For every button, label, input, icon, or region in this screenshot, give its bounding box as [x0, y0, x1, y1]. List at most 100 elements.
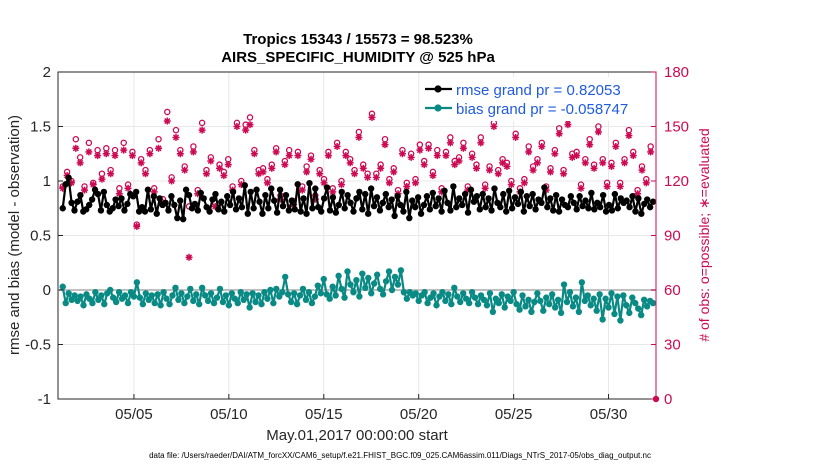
asterisk-stroke	[251, 150, 258, 157]
rmse-point	[200, 195, 207, 202]
rmse-point	[250, 205, 257, 212]
bias-point	[356, 293, 363, 300]
bias-point	[296, 292, 304, 299]
rmse-point	[588, 189, 595, 197]
bias-point	[305, 288, 313, 296]
obs-evaluated-point	[202, 170, 210, 178]
rmse-point	[485, 195, 492, 202]
rmse-point	[112, 196, 119, 203]
bias-point	[59, 283, 66, 290]
rmse-point	[476, 206, 483, 213]
asterisk-stroke	[573, 152, 580, 159]
rmse-point	[229, 188, 237, 196]
bias-point	[649, 299, 657, 307]
obs-possible-point	[111, 146, 119, 154]
rmse-point	[309, 205, 316, 212]
rmse-point	[579, 202, 586, 210]
bias-point	[537, 297, 544, 305]
legend-bias-label: bias grand pr = -0.058747	[456, 101, 628, 118]
rmse-point	[124, 200, 131, 208]
rmse-point	[508, 205, 516, 212]
asterisk-stroke	[72, 145, 79, 152]
rmse-point	[626, 203, 633, 211]
y2-tick-label: 30	[664, 337, 681, 354]
asterisk-stroke	[508, 181, 515, 188]
obs-evaluated-point	[385, 179, 393, 187]
bias-point	[267, 286, 274, 294]
obs-evaluated-point	[490, 123, 498, 130]
obs-evaluated-point	[368, 113, 376, 121]
y2-axis-label: # of obs: o=possible; ∗=evaluated	[696, 128, 712, 341]
series-layer	[59, 174, 657, 324]
bias-point	[587, 302, 594, 309]
bias-point	[240, 296, 247, 304]
bias-point	[107, 286, 114, 294]
y-tick-label: 0.5	[30, 228, 51, 245]
bias-point	[320, 275, 327, 283]
bias-point	[596, 291, 603, 298]
bias-point	[335, 272, 342, 280]
asterisk-stroke	[477, 139, 484, 146]
obs-evaluated-point	[303, 168, 311, 176]
bias-point	[284, 291, 292, 298]
bias-point	[222, 292, 230, 299]
rmse-point	[244, 210, 251, 217]
rmse-point	[335, 201, 343, 209]
obs-evaluated-point	[446, 139, 454, 147]
bias-point	[282, 273, 289, 281]
obs-evaluated-point	[137, 159, 145, 167]
obs-evaluated-point	[472, 164, 480, 172]
obs-evaluated-point	[494, 170, 502, 178]
asterisk-stroke	[98, 176, 105, 183]
rmse-point	[435, 195, 442, 202]
rmse-point	[306, 179, 313, 187]
rmse-point	[464, 209, 472, 216]
bias-point	[569, 303, 577, 310]
bias-point	[424, 299, 431, 307]
legend: rmse grand pr = 0.82053 bias grand pr = …	[421, 77, 653, 121]
rmse-point	[103, 201, 110, 209]
rmse-point	[362, 190, 369, 198]
rmse-point	[623, 197, 630, 204]
obs-possible-point	[98, 170, 106, 177]
obs-possible-point	[172, 126, 180, 134]
rmse-point	[232, 206, 240, 213]
bias-point	[187, 285, 194, 293]
rmse-point	[121, 207, 128, 214]
bias-point	[62, 299, 69, 307]
asterisk-stroke	[564, 121, 571, 128]
rmse-point	[520, 208, 528, 215]
rmse-point	[591, 206, 598, 213]
rmse-point	[517, 188, 525, 196]
bias-point	[65, 290, 72, 297]
rmse-point	[397, 201, 404, 209]
rmse-point	[388, 196, 395, 203]
bias-point	[347, 281, 354, 288]
rmse-point	[596, 203, 604, 211]
bias-point	[71, 292, 78, 299]
bias-point	[219, 298, 227, 306]
chart-title: Tropics 15343 / 15573 = 98.523%	[243, 31, 473, 48]
asterisk-stroke	[373, 174, 380, 181]
obs-evaluated-point	[372, 173, 380, 181]
rmse-point	[567, 193, 575, 200]
asterisk-stroke	[530, 167, 537, 174]
obs-evaluated-point	[603, 182, 611, 190]
obs-evaluated-point	[298, 186, 306, 194]
bias-point	[546, 300, 553, 308]
asterisk-stroke	[338, 181, 345, 188]
bias-point	[468, 288, 476, 296]
obs-evaluated-point	[141, 170, 149, 178]
obs-evaluated-point	[128, 152, 136, 160]
bias-point	[98, 292, 105, 299]
bias-point	[329, 283, 336, 290]
asterisk-stroke	[586, 141, 593, 148]
asterisk-stroke	[547, 168, 554, 175]
asterisk-stroke	[146, 150, 153, 157]
bias-point	[584, 292, 591, 299]
obs-evaluated-point	[429, 172, 437, 180]
asterisk-stroke	[207, 157, 214, 165]
chart-subtitle: AIRS_SPECIFIC_HUMIDITY @ 525 hPa	[221, 49, 495, 66]
bias-point	[534, 290, 541, 297]
